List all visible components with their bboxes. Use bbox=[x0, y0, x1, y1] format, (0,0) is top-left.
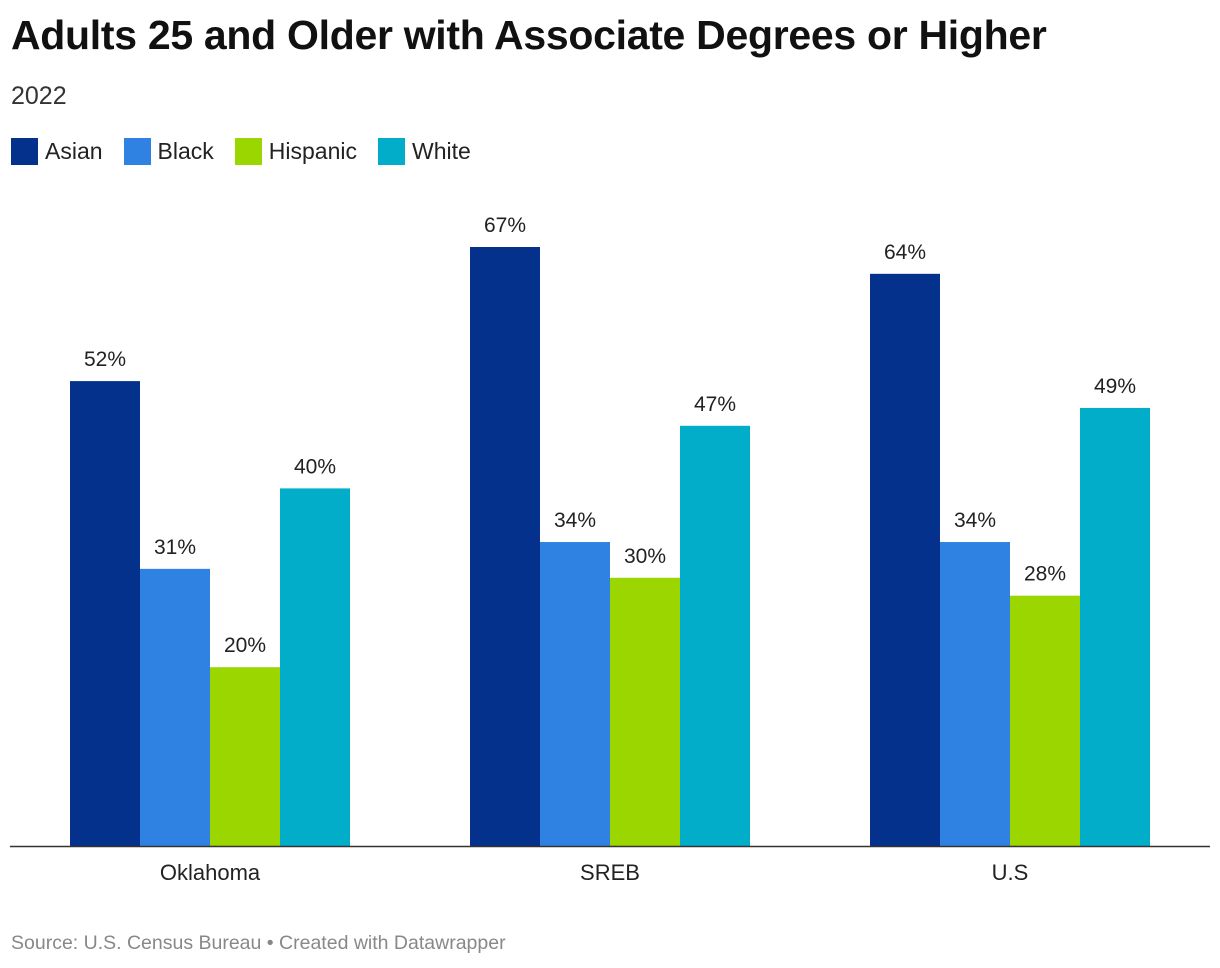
chart-title: Adults 25 and Older with Associate Degre… bbox=[11, 12, 1047, 58]
bar-sreb-white bbox=[680, 425, 750, 846]
bar-u-s-asian bbox=[870, 273, 940, 846]
legend-item-asian: Asian bbox=[11, 138, 103, 165]
legend-label-black: Black bbox=[157, 138, 214, 164]
data-label-u-s-asian: 64% bbox=[884, 241, 926, 264]
data-label-oklahoma-hispanic: 20% bbox=[224, 634, 266, 657]
data-label-oklahoma-white: 40% bbox=[294, 455, 336, 478]
legend-label-asian: Asian bbox=[45, 138, 103, 164]
data-label-u-s-black: 34% bbox=[954, 509, 996, 532]
data-label-u-s-hispanic: 28% bbox=[1024, 563, 1066, 586]
legend-swatch-hispanic bbox=[234, 138, 262, 165]
bar-sreb-black bbox=[540, 542, 610, 846]
bar-u-s-black bbox=[940, 542, 1010, 846]
x-tick-label-u-s: U.S bbox=[992, 860, 1029, 885]
bar-oklahoma-black bbox=[140, 568, 210, 846]
legend-label-white: White bbox=[412, 138, 471, 164]
data-label-sreb-black: 34% bbox=[554, 509, 596, 532]
legend-item-black: Black bbox=[123, 138, 214, 165]
bar-sreb-hispanic bbox=[610, 577, 680, 846]
source-note: Source: U.S. Census Bureau • Created wit… bbox=[11, 932, 506, 954]
bar-oklahoma-white bbox=[280, 488, 350, 846]
bar-oklahoma-hispanic bbox=[210, 667, 280, 846]
legend: Asian Black Hispanic White bbox=[11, 138, 492, 165]
legend-swatch-asian bbox=[11, 138, 38, 165]
bar-u-s-white bbox=[1080, 407, 1150, 846]
data-label-oklahoma-asian: 52% bbox=[84, 348, 126, 371]
data-label-sreb-hispanic: 30% bbox=[624, 545, 666, 568]
data-label-sreb-white: 47% bbox=[694, 393, 736, 416]
bar-u-s-hispanic bbox=[1010, 595, 1080, 846]
bar-oklahoma-asian bbox=[70, 381, 140, 846]
x-tick-label-sreb: SREB bbox=[580, 860, 640, 885]
bar-sreb-asian bbox=[470, 247, 540, 846]
data-label-sreb-asian: 67% bbox=[484, 214, 526, 237]
legend-item-hispanic: Hispanic bbox=[234, 138, 358, 165]
legend-item-white: White bbox=[378, 138, 471, 165]
chart-subtitle: 2022 bbox=[11, 82, 67, 110]
legend-swatch-black bbox=[123, 138, 151, 165]
data-label-u-s-white: 49% bbox=[1094, 375, 1136, 398]
legend-label-hispanic: Hispanic bbox=[268, 138, 358, 164]
x-tick-label-oklahoma: Oklahoma bbox=[160, 860, 261, 885]
data-label-oklahoma-black: 31% bbox=[154, 536, 196, 559]
legend-swatch-white bbox=[378, 138, 406, 165]
